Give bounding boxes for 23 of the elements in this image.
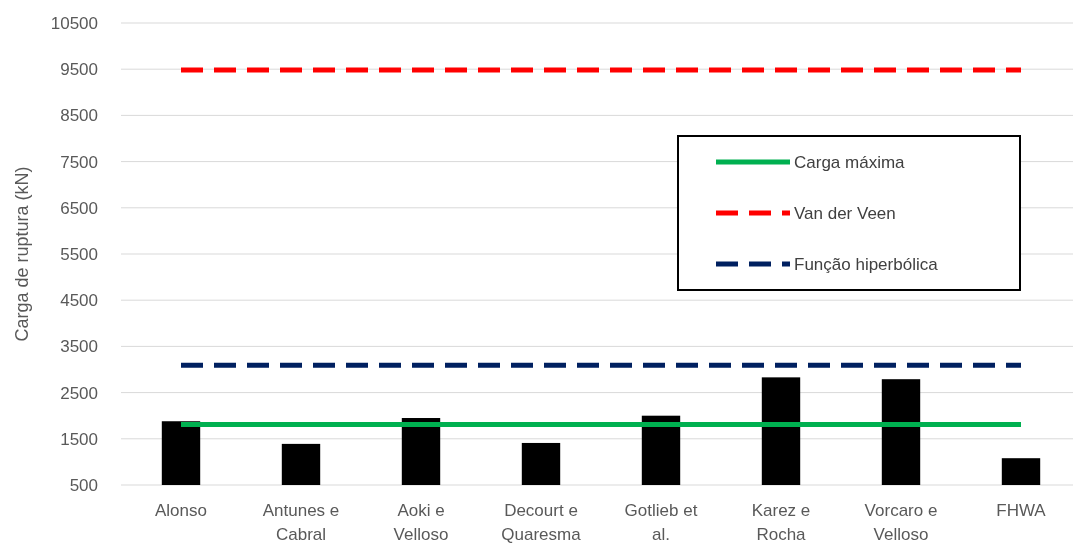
legend-label: Função hiperbólica — [794, 254, 939, 274]
x-tick-label: FHWA — [996, 501, 1047, 520]
y-tick-label: 7500 — [60, 152, 98, 172]
y-tick-label: 5500 — [60, 244, 98, 264]
x-tick-label: Karez e Rocha — [751, 501, 811, 544]
y-tick-label: 10500 — [50, 13, 98, 33]
x-tick-label: Alonso — [155, 501, 207, 520]
x-tick-label: Antunes e Cabral — [262, 501, 340, 544]
y-tick-label: 3500 — [60, 337, 98, 357]
y-tick-label: 1500 — [60, 429, 98, 449]
y-tick-label: 4500 — [60, 291, 98, 311]
x-tick-label: Aoki e Velloso — [393, 501, 449, 544]
y-tick-label: 500 — [69, 475, 98, 495]
x-tick-label: Decourt e Quaresma — [501, 501, 582, 544]
legend-label: Van der Veen — [794, 203, 896, 223]
y-tick-label: 9500 — [60, 60, 98, 80]
y-tick-label: 6500 — [60, 198, 98, 218]
x-tick-label: Gotlieb et al. — [624, 501, 698, 544]
legend-label: Carga máxima — [794, 152, 906, 172]
x-tick-label: Vorcaro e Velloso — [864, 501, 938, 544]
y-tick-label: 8500 — [60, 106, 98, 126]
y-axis-title: Carga de ruptura (kN) — [12, 166, 32, 342]
y-tick-label: 2500 — [60, 383, 98, 403]
